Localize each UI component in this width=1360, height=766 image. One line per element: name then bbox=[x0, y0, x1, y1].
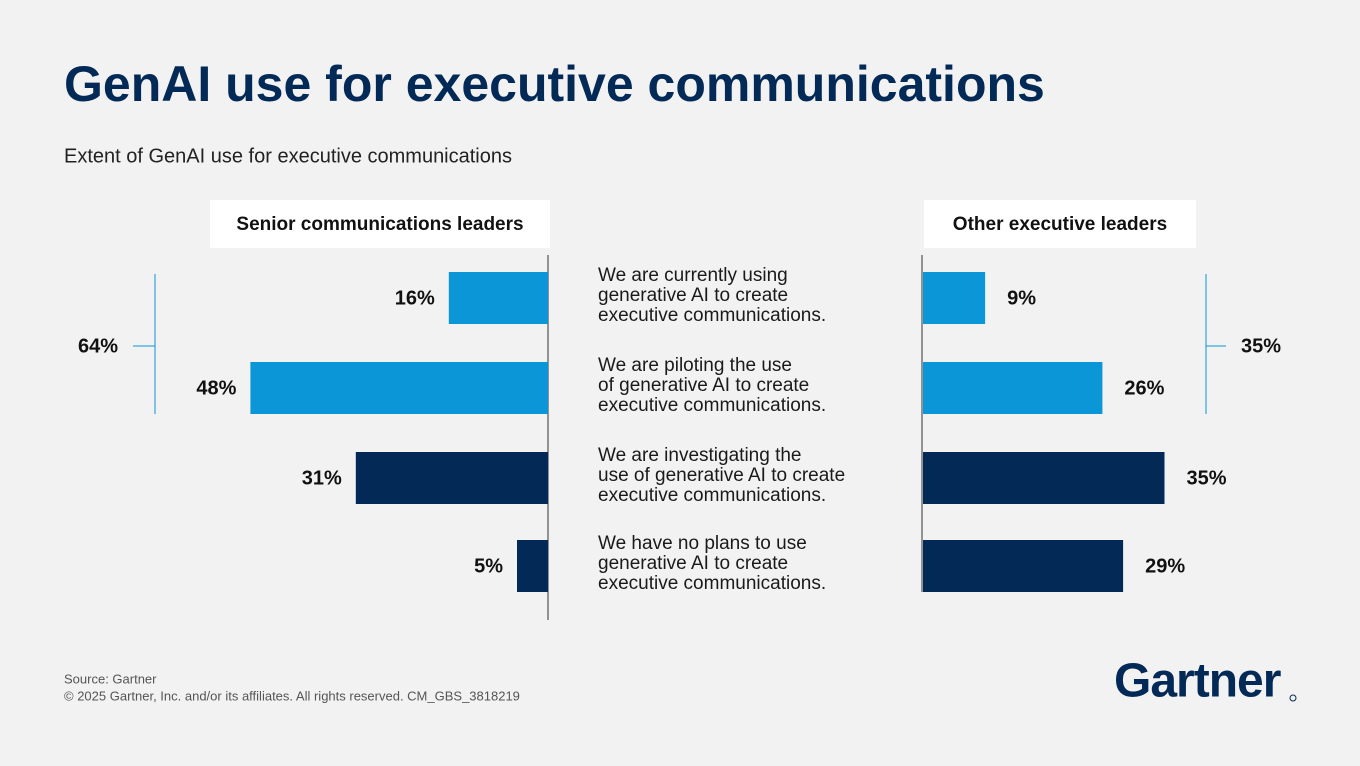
panel-header: Senior communications leaders bbox=[236, 214, 523, 235]
value-label: 29% bbox=[1145, 555, 1185, 577]
bar bbox=[250, 362, 548, 414]
bar bbox=[923, 452, 1165, 504]
value-label: 26% bbox=[1124, 377, 1164, 399]
logo: Gartner bbox=[1114, 655, 1281, 708]
value-label: 35% bbox=[1187, 467, 1227, 489]
copyright: © 2025 Gartner, Inc. and/or its affiliat… bbox=[64, 688, 520, 703]
bar bbox=[923, 272, 986, 324]
logo-mark bbox=[1289, 694, 1297, 702]
value-label: 9% bbox=[1007, 287, 1036, 309]
chart-subtitle: Extent of GenAI use for executive commun… bbox=[64, 145, 512, 167]
panel-header-box bbox=[924, 200, 1196, 248]
value-label: 48% bbox=[196, 377, 236, 399]
category-label: We are currently using generative AI to … bbox=[598, 265, 827, 326]
value-label: 31% bbox=[302, 467, 342, 489]
chart-title: GenAI use for executive communications bbox=[64, 56, 1045, 112]
panel-header-box bbox=[210, 200, 550, 248]
bar bbox=[517, 540, 548, 592]
category-label: We are investigating the use of generati… bbox=[598, 445, 846, 506]
bar bbox=[923, 540, 1124, 592]
category-label: We are piloting the use of generative AI… bbox=[598, 355, 827, 416]
value-label: 16% bbox=[395, 287, 435, 309]
bracket-label: 64% bbox=[78, 335, 118, 357]
value-label: 5% bbox=[474, 555, 503, 577]
category-label: We have no plans to use generative AI to… bbox=[598, 533, 827, 594]
bracket-label: 35% bbox=[1241, 335, 1281, 357]
source: Source: Gartner bbox=[64, 671, 157, 686]
bar bbox=[923, 362, 1103, 414]
panel-header: Other executive leaders bbox=[953, 214, 1167, 235]
bar bbox=[448, 272, 548, 324]
bar bbox=[355, 452, 548, 504]
